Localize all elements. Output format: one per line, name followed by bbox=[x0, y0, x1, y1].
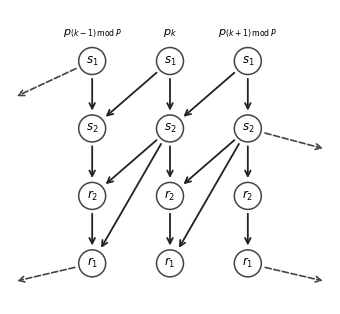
Circle shape bbox=[156, 182, 184, 209]
Text: $r_2$: $r_2$ bbox=[87, 189, 98, 203]
Circle shape bbox=[156, 47, 184, 74]
Text: $s_1$: $s_1$ bbox=[241, 54, 254, 68]
Text: $r_1$: $r_1$ bbox=[242, 256, 254, 270]
Text: $r_2$: $r_2$ bbox=[164, 189, 176, 203]
Text: $p_k$: $p_k$ bbox=[163, 27, 177, 39]
Text: $s_2$: $s_2$ bbox=[86, 122, 99, 135]
Text: $s_1$: $s_1$ bbox=[164, 54, 176, 68]
Circle shape bbox=[156, 250, 184, 277]
Circle shape bbox=[79, 47, 106, 74]
Circle shape bbox=[156, 115, 184, 142]
Circle shape bbox=[234, 115, 261, 142]
Text: $p_{(k+1)\,\mathrm{mod}\,P}$: $p_{(k+1)\,\mathrm{mod}\,P}$ bbox=[219, 27, 277, 40]
Text: $s_2$: $s_2$ bbox=[164, 122, 176, 135]
Text: $p_{(k-1)\,\mathrm{mod}\,P}$: $p_{(k-1)\,\mathrm{mod}\,P}$ bbox=[63, 27, 121, 40]
Text: $s_1$: $s_1$ bbox=[86, 54, 99, 68]
Circle shape bbox=[79, 182, 106, 209]
Text: $s_2$: $s_2$ bbox=[241, 122, 254, 135]
Text: $r_1$: $r_1$ bbox=[86, 256, 98, 270]
Circle shape bbox=[234, 250, 261, 277]
Text: $r_1$: $r_1$ bbox=[164, 256, 176, 270]
Circle shape bbox=[79, 115, 106, 142]
Circle shape bbox=[234, 182, 261, 209]
Text: $r_2$: $r_2$ bbox=[242, 189, 253, 203]
Circle shape bbox=[234, 47, 261, 74]
Circle shape bbox=[79, 250, 106, 277]
